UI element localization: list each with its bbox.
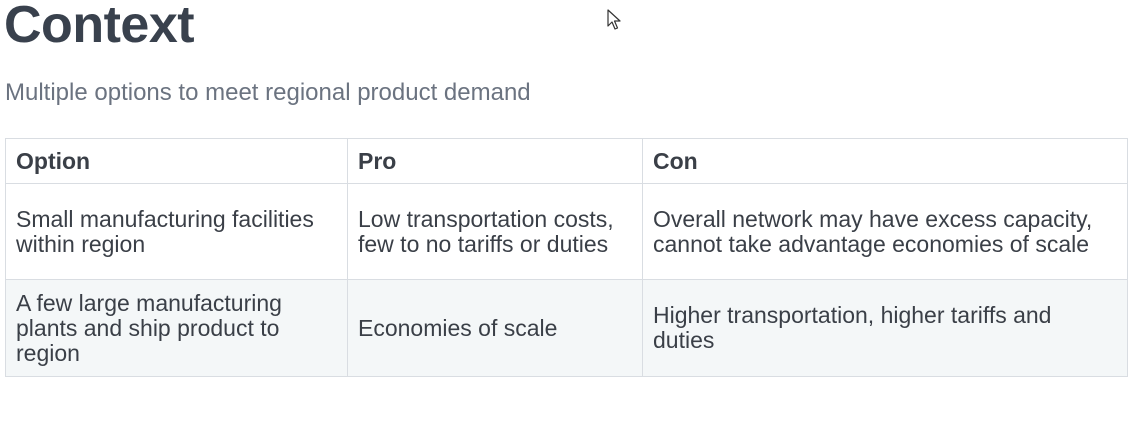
table-row: Small manufacturing facilities within re… (5, 183, 1128, 280)
cell-pro: Economies of scale (347, 279, 643, 377)
table-header-row: Option Pro Con (5, 138, 1128, 184)
mouse-pointer-icon (607, 9, 621, 30)
table-row: A few large manufacturing plants and shi… (5, 279, 1128, 377)
options-table: Option Pro Con Small manufacturing facil… (5, 138, 1128, 377)
page-title: Context (4, 0, 195, 54)
cell-pro: Low transportation costs, few to no tari… (347, 183, 643, 280)
cell-option: A few large manufacturing plants and shi… (5, 279, 348, 377)
cell-con: Higher transportation, higher tariffs an… (642, 279, 1128, 377)
page-subtitle: Multiple options to meet regional produc… (5, 79, 531, 106)
cell-con: Overall network may have excess capacity… (642, 183, 1128, 280)
header-option: Option (5, 138, 348, 184)
header-pro: Pro (347, 138, 643, 184)
cell-option: Small manufacturing facilities within re… (5, 183, 348, 280)
header-con: Con (642, 138, 1128, 184)
